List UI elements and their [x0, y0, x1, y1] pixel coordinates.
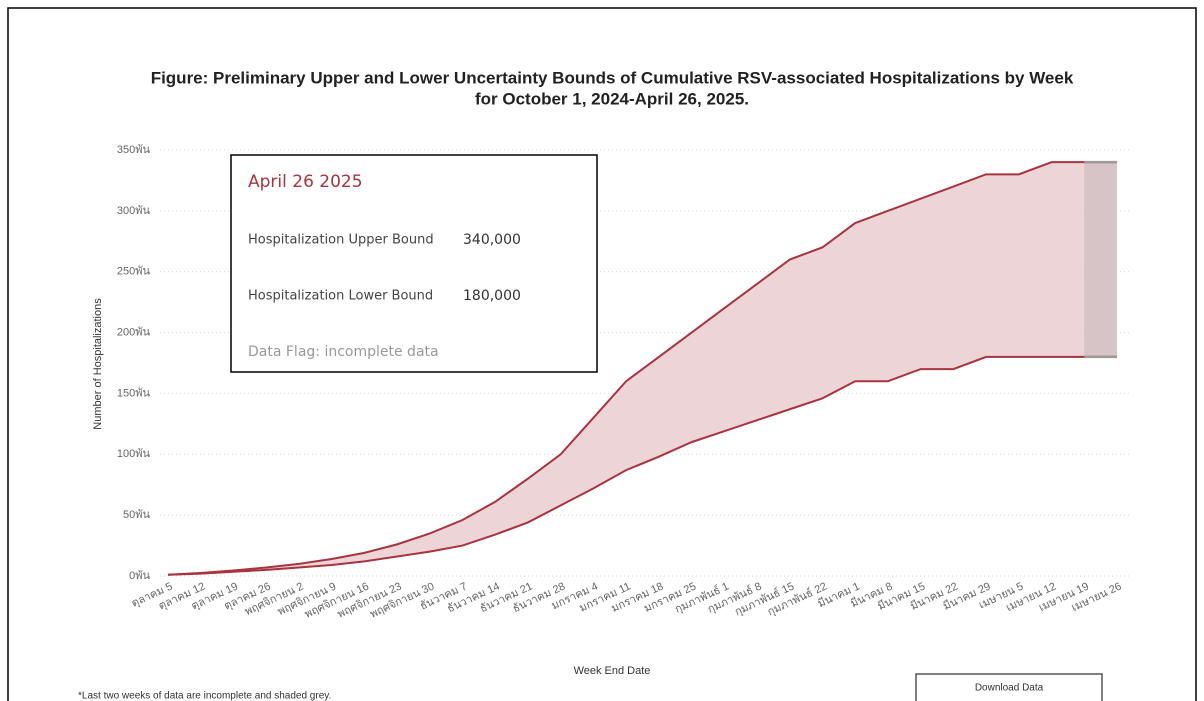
tooltip-label: Hospitalization Lower Bound — [248, 289, 433, 304]
y-tick-label: 300พัน — [117, 205, 151, 217]
incomplete-area — [1084, 162, 1117, 357]
bound-line — [167, 355, 1117, 576]
y-tick-label: 150พัน — [117, 387, 151, 399]
y-axis-label: Number of Hospitalizations — [92, 298, 104, 430]
download-button-label[interactable]: Download Data — [975, 683, 1044, 694]
tooltip-flag: Data Flag: incomplete data — [248, 344, 439, 360]
bound-line — [167, 161, 1117, 576]
page-frame — [7, 7, 1197, 701]
download-button[interactable] — [915, 673, 1103, 701]
y-tick-label: 200พัน — [117, 326, 151, 338]
tooltip-label: Hospitalization Upper Bound — [248, 233, 434, 248]
chart-title: Figure: Preliminary Upper and Lower Unce… — [151, 68, 1074, 87]
y-tick-label: 250พัน — [117, 266, 151, 278]
y-tick-label: 0พัน — [129, 570, 150, 582]
x-axis-label: Week End Date — [574, 665, 651, 677]
y-tick-label: 100พัน — [117, 448, 151, 460]
tooltip-box — [230, 154, 598, 373]
tooltip-date: April 26 2025 — [248, 172, 363, 192]
y-tick-label: 50พัน — [123, 509, 150, 521]
tooltip-value: 340,000 — [463, 232, 521, 248]
chart-subtitle: for October 1, 2024-April 26, 2025. — [475, 89, 749, 108]
y-tick-label: 350พัน — [117, 144, 151, 156]
tooltip: April 26 2025 Hospitalization Upper Boun… — [230, 154, 598, 373]
tooltip-value: 180,000 — [463, 288, 521, 304]
footnote: *Last two weeks of data are incomplete a… — [78, 691, 331, 701]
band-area — [168, 162, 1117, 575]
